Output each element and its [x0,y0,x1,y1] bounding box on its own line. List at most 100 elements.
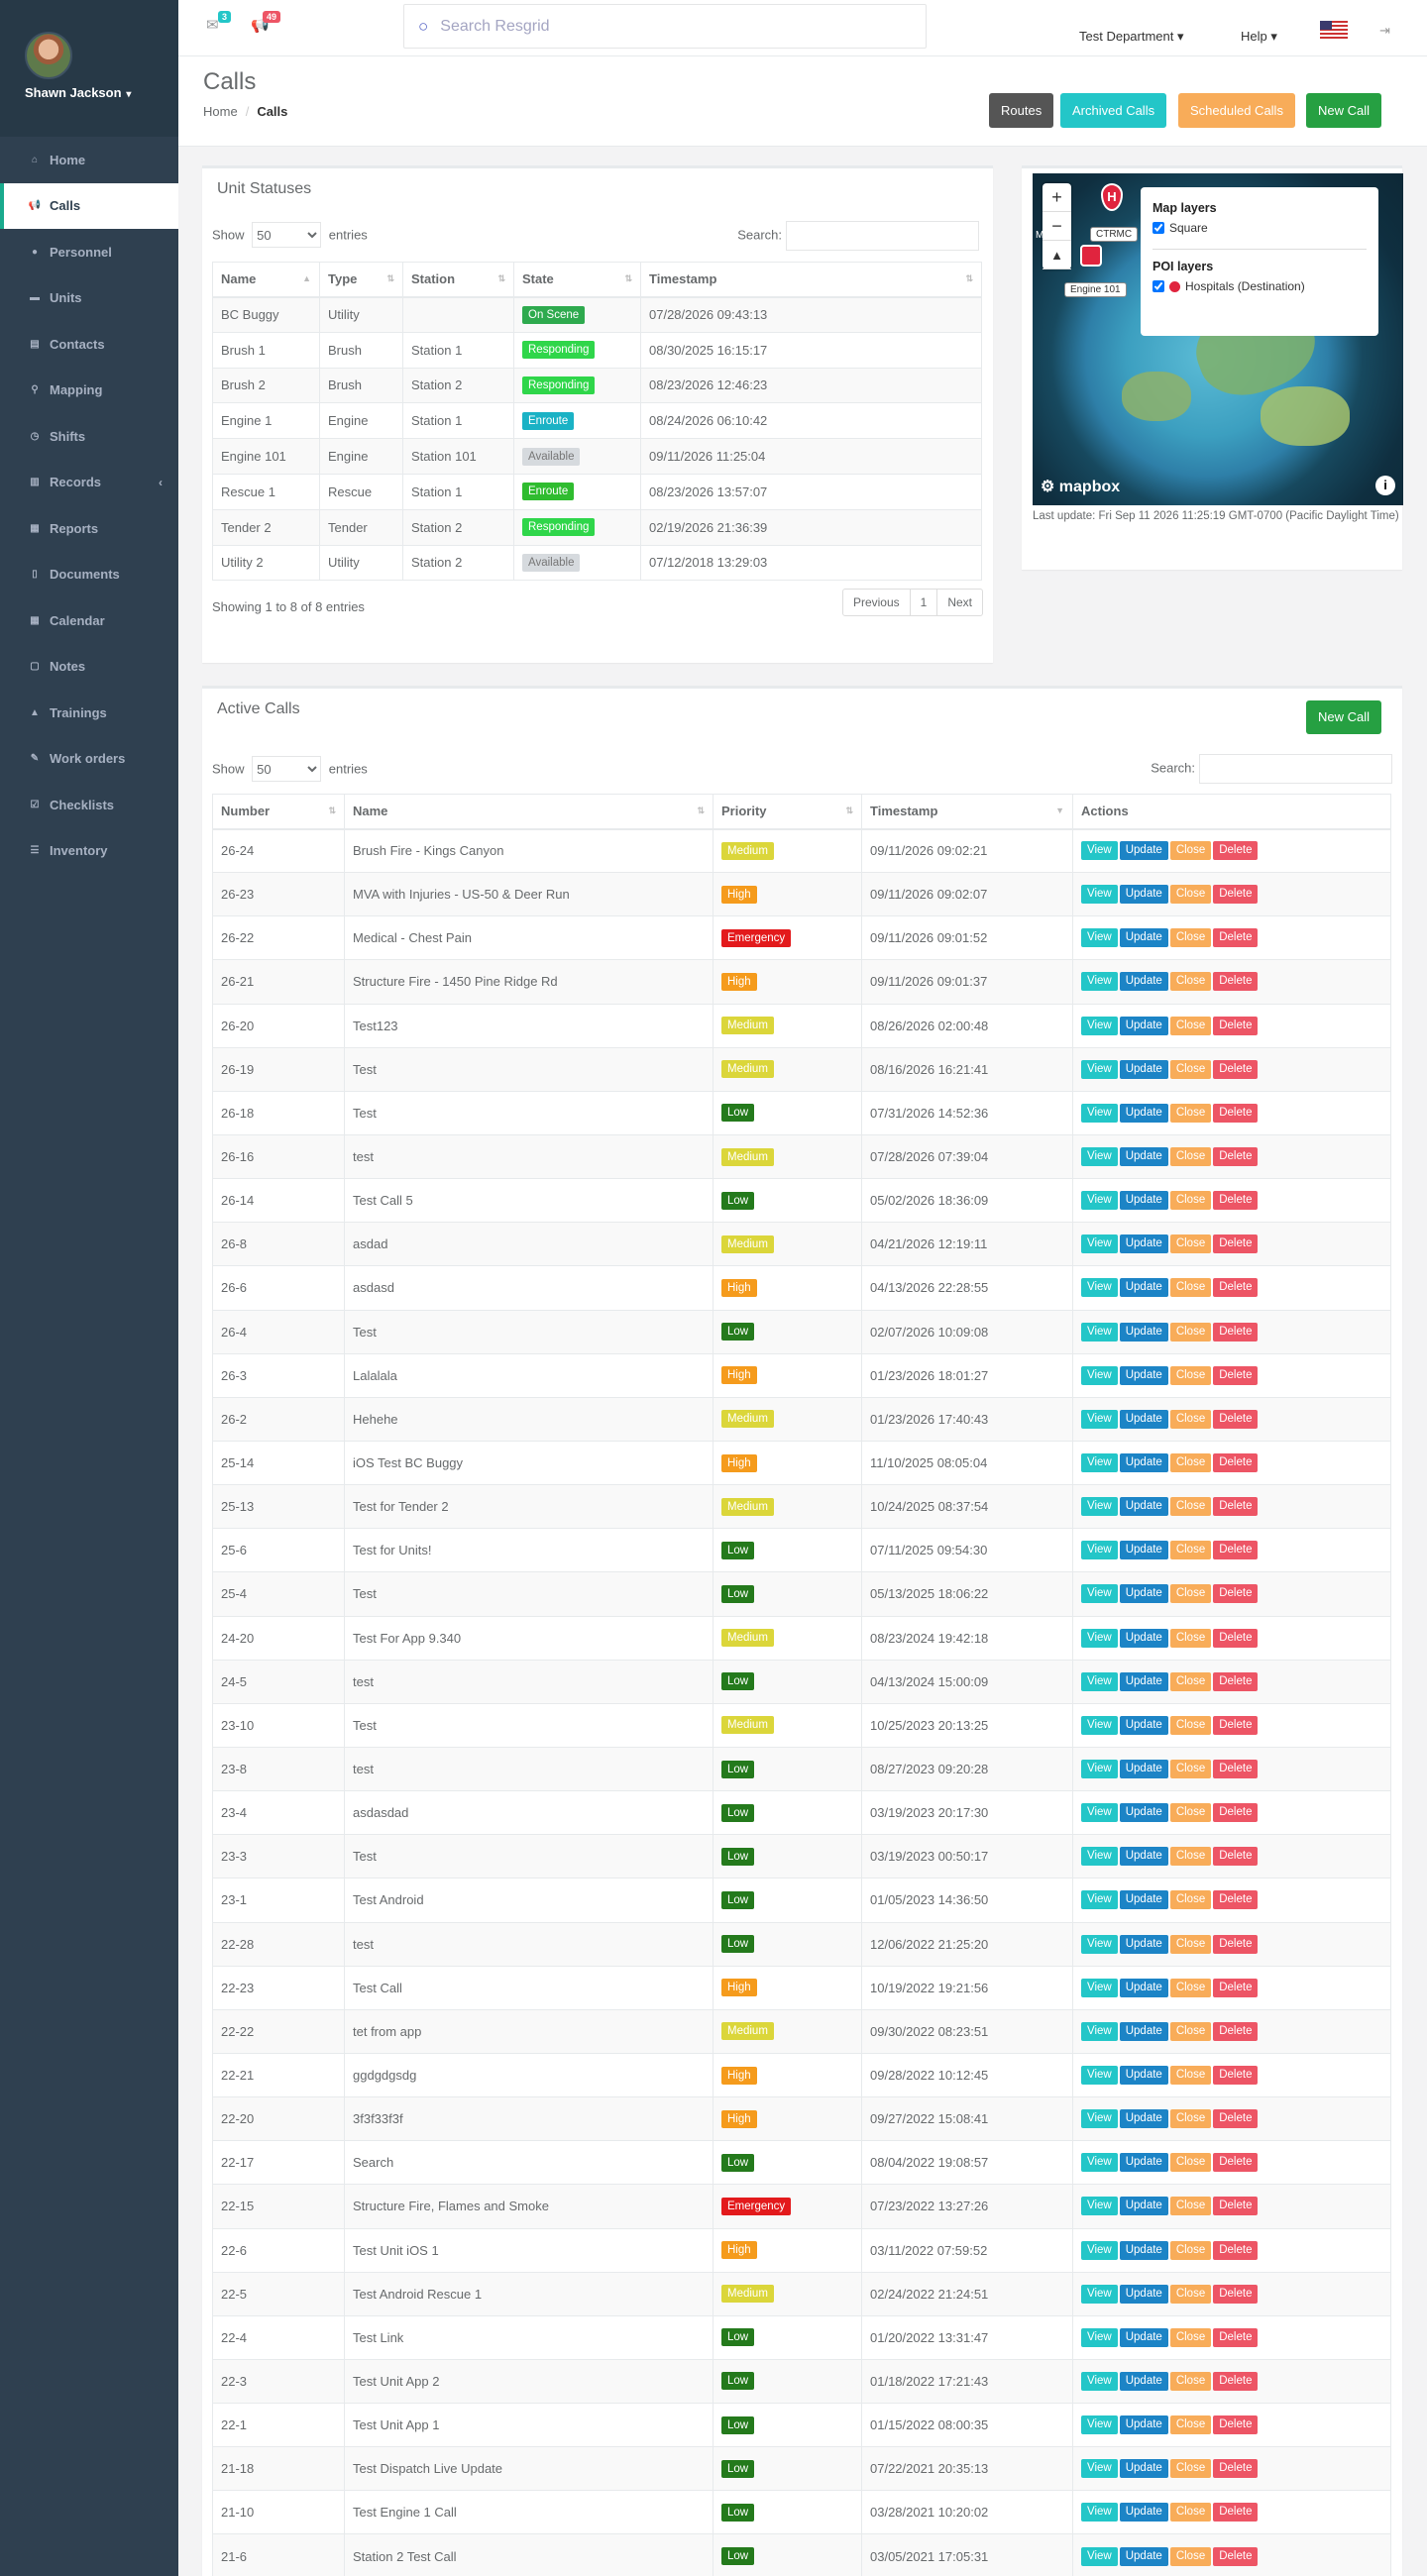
avatar[interactable] [25,32,72,79]
close-call-button[interactable]: Close [1169,2109,1212,2129]
calls-col-timestamp[interactable]: Timestamp ▼ [861,794,1073,830]
update-call-button[interactable]: Update [1119,972,1168,992]
map-marker-m[interactable]: M [1036,230,1044,241]
delete-call-button[interactable]: Delete [1213,2109,1259,2129]
delete-call-button[interactable]: Delete [1213,2021,1259,2041]
view-call-button[interactable]: View [1081,1497,1118,1517]
view-call-button[interactable]: View [1081,972,1118,992]
update-call-button[interactable]: Update [1119,2415,1168,2435]
new-call-button[interactable]: New Call [1306,93,1382,128]
close-call-button[interactable]: Close [1169,1191,1212,1211]
view-call-button[interactable]: View [1081,1322,1118,1342]
delete-call-button[interactable]: Delete [1213,2503,1259,2522]
hospital-marker-icon[interactable]: H [1101,183,1123,211]
view-call-button[interactable]: View [1081,1365,1118,1385]
update-call-button[interactable]: Update [1119,1803,1168,1823]
square-layer-checkbox[interactable] [1153,222,1164,234]
view-call-button[interactable]: View [1081,1016,1118,1035]
delete-call-button[interactable]: Delete [1213,1584,1259,1604]
view-call-button[interactable]: View [1081,2284,1118,2304]
update-call-button[interactable]: Update [1119,1059,1168,1079]
delete-call-button[interactable]: Delete [1213,2240,1259,2260]
delete-call-button[interactable]: Delete [1213,2546,1259,2566]
sidebar-item-units[interactable]: ▬ Units [0,275,178,322]
close-call-button[interactable]: Close [1169,1584,1212,1604]
close-call-button[interactable]: Close [1169,1409,1212,1429]
view-call-button[interactable]: View [1081,1103,1118,1123]
close-call-button[interactable]: Close [1169,2153,1212,2173]
view-call-button[interactable]: View [1081,1191,1118,1211]
view-call-button[interactable]: View [1081,1409,1118,1429]
delete-call-button[interactable]: Delete [1213,2153,1259,2173]
scheduled-calls-button[interactable]: Scheduled Calls [1178,93,1295,128]
close-call-button[interactable]: Close [1169,2240,1212,2260]
update-call-button[interactable]: Update [1119,1497,1168,1517]
close-call-button[interactable]: Close [1169,1234,1212,1254]
close-call-button[interactable]: Close [1169,1322,1212,1342]
sidebar-item-reports[interactable]: ▦ Reports [0,505,178,552]
close-call-button[interactable]: Close [1169,2503,1212,2522]
update-call-button[interactable]: Update [1119,2240,1168,2260]
us-flag-icon[interactable] [1320,21,1348,39]
delete-call-button[interactable]: Delete [1213,1628,1259,1648]
zoom-out-button[interactable]: − [1043,212,1071,241]
delete-call-button[interactable]: Delete [1213,2371,1259,2391]
delete-call-button[interactable]: Delete [1213,1191,1259,1211]
update-call-button[interactable]: Update [1119,1890,1168,1910]
update-call-button[interactable]: Update [1119,1584,1168,1604]
unit-col-station[interactable]: Station ⇅ [402,262,514,298]
sidebar-item-mapping[interactable]: ⚲ Mapping [0,368,178,414]
view-call-button[interactable]: View [1081,1234,1118,1254]
view-call-button[interactable]: View [1081,885,1118,905]
delete-call-button[interactable]: Delete [1213,928,1259,948]
delete-call-button[interactable]: Delete [1213,1059,1259,1079]
delete-call-button[interactable]: Delete [1213,1541,1259,1560]
update-call-button[interactable]: Update [1119,1760,1168,1779]
next-page-button[interactable]: Next [936,590,982,615]
view-call-button[interactable]: View [1081,1890,1118,1910]
notifications-button[interactable]: 📢 49 [251,11,281,38]
view-call-button[interactable]: View [1081,2109,1118,2129]
view-call-button[interactable]: View [1081,1584,1118,1604]
view-call-button[interactable]: View [1081,1278,1118,1298]
view-call-button[interactable]: View [1081,1978,1118,1997]
sidebar-item-records[interactable]: ▥ Records ‹ [0,460,178,506]
close-call-button[interactable]: Close [1169,1278,1212,1298]
view-call-button[interactable]: View [1081,2327,1118,2347]
update-call-button[interactable]: Update [1119,2459,1168,2479]
view-call-button[interactable]: View [1081,1628,1118,1648]
search-input[interactable] [440,17,897,36]
delete-call-button[interactable]: Delete [1213,841,1259,861]
unit-col-timestamp[interactable]: Timestamp ⇅ [640,262,982,298]
update-call-button[interactable]: Update [1119,1409,1168,1429]
update-call-button[interactable]: Update [1119,1934,1168,1954]
close-call-button[interactable]: Close [1169,841,1212,861]
update-call-button[interactable]: Update [1119,841,1168,861]
view-call-button[interactable]: View [1081,1147,1118,1167]
close-call-button[interactable]: Close [1169,2459,1212,2479]
close-call-button[interactable]: Close [1169,1671,1212,1691]
close-call-button[interactable]: Close [1169,1103,1212,1123]
delete-call-button[interactable]: Delete [1213,1409,1259,1429]
update-call-button[interactable]: Update [1119,2197,1168,2216]
update-call-button[interactable]: Update [1119,885,1168,905]
view-call-button[interactable]: View [1081,1453,1118,1473]
sidebar-item-calendar[interactable]: ▦ Calendar [0,597,178,644]
update-call-button[interactable]: Update [1119,1147,1168,1167]
update-call-button[interactable]: Update [1119,1365,1168,1385]
department-menu[interactable]: Test Department ▾ [1079,29,1184,44]
update-call-button[interactable]: Update [1119,1103,1168,1123]
delete-call-button[interactable]: Delete [1213,1803,1259,1823]
view-call-button[interactable]: View [1081,2459,1118,2479]
sidebar-item-checklists[interactable]: ☑ Checklists [0,782,178,828]
update-call-button[interactable]: Update [1119,2109,1168,2129]
page-1-button[interactable]: 1 [909,590,937,615]
delete-call-button[interactable]: Delete [1213,1760,1259,1779]
update-call-button[interactable]: Update [1119,2066,1168,2085]
view-call-button[interactable]: View [1081,2415,1118,2435]
view-call-button[interactable]: View [1081,2153,1118,2173]
update-call-button[interactable]: Update [1119,1628,1168,1648]
view-call-button[interactable]: View [1081,2240,1118,2260]
delete-call-button[interactable]: Delete [1213,2284,1259,2304]
close-call-button[interactable]: Close [1169,2327,1212,2347]
